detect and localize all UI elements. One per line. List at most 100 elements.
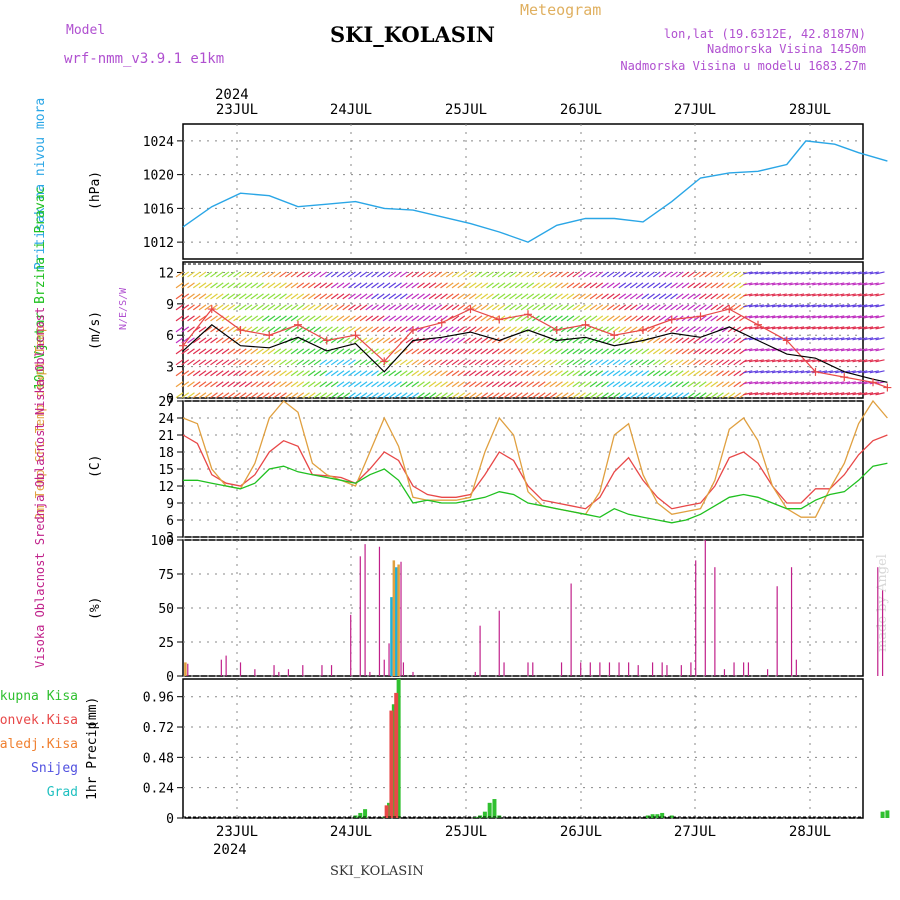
top-day-labels: 23JUL 24JUL 25JUL 26JUL 27JUL 28JUL: [216, 102, 831, 118]
wind-barb: [748, 348, 759, 352]
wind-barb: [244, 293, 253, 300]
wind-barb: [806, 348, 816, 352]
temp-2m-line: [182, 434, 888, 510]
wind-barb: [491, 370, 500, 377]
wind-barb: [783, 304, 793, 308]
wind-barb: [509, 271, 517, 278]
wind-ytick-label: 3: [166, 361, 174, 376]
wind-barb: [771, 293, 782, 297]
wind-barb: [647, 381, 655, 388]
wind-barb: [227, 304, 236, 311]
wind-barb: [198, 348, 207, 355]
wind-barb: [422, 370, 431, 377]
wind-barb: [313, 304, 322, 311]
wind-barb: [716, 359, 724, 366]
wind-barb: [210, 337, 218, 344]
wind-barb: [812, 271, 822, 275]
wind-barb: [296, 337, 305, 344]
wind-barb: [687, 359, 696, 366]
wind-barb: [783, 326, 793, 330]
wind-barb: [273, 370, 282, 377]
wind-barb: [445, 392, 454, 399]
wind-barb: [664, 370, 673, 377]
pressure-unit: (hPa): [88, 171, 103, 210]
wind-barb: [267, 326, 276, 333]
wind-barb: [748, 359, 759, 363]
wind-barb: [175, 337, 184, 344]
wind-barb: [635, 359, 644, 366]
wind-barb: [869, 326, 879, 330]
wind-barb: [537, 392, 546, 399]
wind-barb: [497, 359, 506, 366]
wind-barb: [198, 381, 207, 388]
wind-barb: [704, 271, 713, 278]
wind-barb: [863, 282, 874, 286]
wind-barb: [595, 370, 604, 377]
wind-barb: [330, 370, 339, 377]
wind-barb: [858, 348, 868, 352]
wind-barb: [687, 271, 696, 278]
wind-barb: [733, 392, 742, 399]
wind-barb: [618, 326, 627, 333]
wind-barb: [549, 370, 558, 377]
wind-barb: [606, 315, 615, 322]
wind-barb: [175, 381, 184, 388]
wind-barb: [526, 271, 535, 278]
wind-barb: [658, 392, 667, 399]
wind-barb: [440, 392, 448, 399]
bottom-day-labels: 23JUL 24JUL 25JUL 26JUL 27JUL 28JUL: [216, 824, 831, 840]
wind-barb: [560, 337, 569, 344]
wind-barb: [589, 348, 598, 355]
wind-barb: [250, 315, 259, 322]
wind-barb: [693, 348, 701, 355]
wind-barb: [336, 337, 345, 344]
wind-barb: [348, 304, 356, 311]
wind-barb: [589, 282, 598, 289]
wind-barb: [806, 359, 816, 363]
wind-barb: [716, 348, 724, 355]
wind-barb: [227, 326, 236, 333]
wind-barb: [503, 293, 512, 300]
wind-barb: [256, 326, 264, 333]
wind-barb: [754, 359, 764, 363]
wind-barb: [629, 304, 638, 311]
wind-barb: [641, 370, 650, 377]
wind-barb: [451, 271, 460, 278]
wind-barb: [829, 271, 839, 275]
wind-barb: [371, 304, 379, 311]
wind-barb: [480, 315, 489, 322]
wind-barb: [721, 271, 730, 278]
precip-convective-bar: [384, 805, 389, 818]
wind-barb: [595, 348, 604, 355]
wind-barb: [428, 359, 437, 366]
cloud-ytick-label: 50: [158, 602, 174, 617]
wind-barb: [319, 315, 328, 322]
wind-barb: [175, 315, 184, 322]
wind-barb: [302, 348, 310, 355]
wind-barb: [238, 293, 247, 300]
wind-barb: [480, 370, 489, 377]
wind-barb: [353, 304, 362, 311]
wind-barb: [823, 392, 833, 396]
wind-barb: [698, 337, 707, 344]
wind-barb: [835, 337, 845, 341]
wind-barb: [835, 359, 845, 363]
wind-barb: [261, 304, 270, 311]
wind-gust-marker: [409, 326, 417, 334]
wind-barb: [474, 381, 483, 388]
wind-barb: [279, 381, 287, 388]
wind-barb: [342, 304, 351, 311]
wind-barb: [215, 381, 224, 388]
wind-barb: [221, 293, 230, 300]
wind-barb: [566, 370, 575, 377]
wind-barb: [777, 282, 787, 286]
wind-barb: [800, 348, 810, 352]
wind-barb: [635, 315, 644, 322]
wind-barb: [532, 304, 540, 311]
wind-barb: [806, 370, 816, 374]
wind-barb: [227, 359, 236, 366]
wind-barb: [457, 271, 466, 278]
wind-barb: [399, 370, 408, 377]
wind-barb: [687, 370, 696, 377]
pressure-frame: [182, 123, 864, 260]
